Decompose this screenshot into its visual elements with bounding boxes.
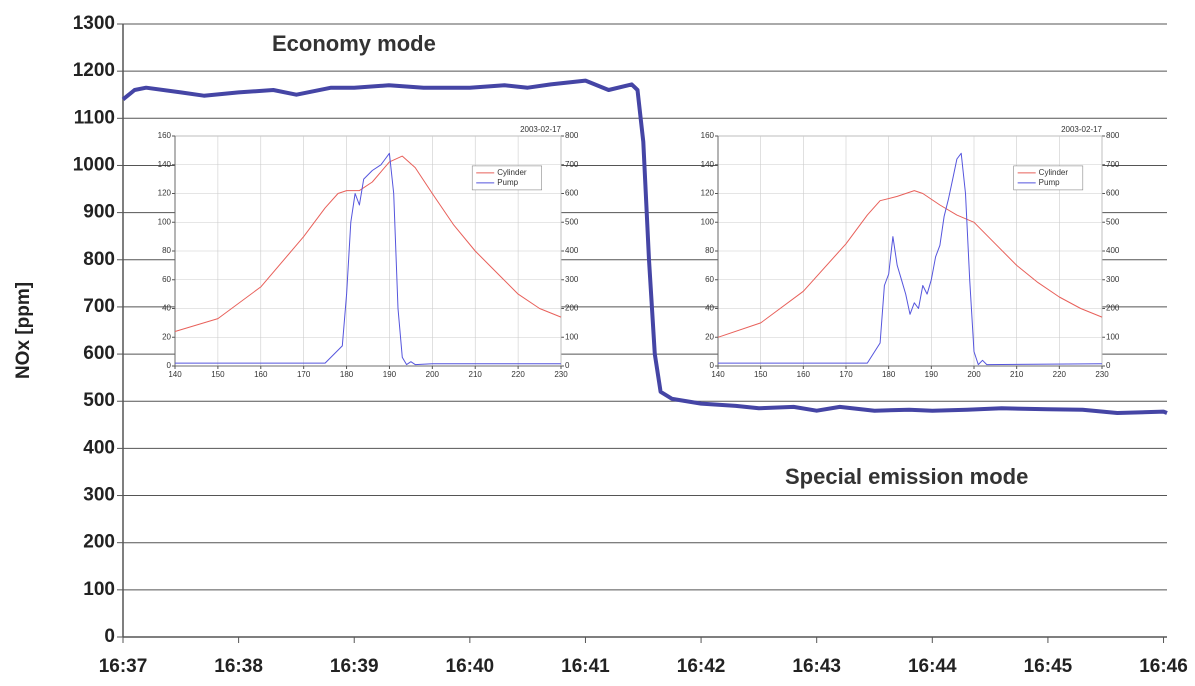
x-tick-label: 170 [297, 370, 311, 379]
x-tick-label: 180 [340, 370, 354, 379]
x-tick-label: 200 [967, 370, 981, 379]
legend-label: Cylinder [1039, 168, 1069, 177]
y2-tick-label: 200 [1106, 304, 1120, 313]
y-tick-label: 140 [701, 160, 715, 169]
x-tick-label: 170 [839, 370, 853, 379]
y2-tick-label: 700 [1106, 160, 1120, 169]
x-tick-label: 150 [754, 370, 768, 379]
y-tick-label: 500 [83, 390, 115, 411]
y2-tick-label: 0 [565, 361, 570, 370]
y2-tick-label: 700 [565, 160, 579, 169]
legend-box [1013, 165, 1084, 191]
y-tick-label: 800 [83, 249, 115, 270]
y-tick-label: 80 [705, 246, 714, 255]
y-tick-label: 700 [83, 296, 115, 317]
x-tick-label: 16:41 [561, 656, 610, 677]
annotation: Special emission mode [785, 464, 1028, 489]
y2-tick-label: 600 [565, 189, 579, 198]
y2-tick-label: 100 [1106, 332, 1120, 341]
y2-tick-label: 400 [1106, 246, 1120, 255]
x-tick-label: 230 [1095, 370, 1109, 379]
x-tick-label: 16:44 [908, 656, 957, 677]
x-tick-label: 200 [426, 370, 440, 379]
y2-tick-label: 500 [1106, 217, 1120, 226]
y-tick-label: 600 [83, 343, 115, 364]
y-tick-label: 20 [705, 332, 714, 341]
legend-label: Cylinder [497, 168, 527, 177]
x-tick-label: 16:39 [330, 656, 379, 677]
x-tick-label: 16:38 [214, 656, 263, 677]
data-line [717, 190, 1103, 338]
y2-tick-label: 400 [565, 246, 579, 255]
y-tick-label: 60 [162, 275, 171, 284]
data-line [718, 152, 1103, 366]
annotation: 2003-02-17 [520, 125, 561, 134]
legend-label: Pump [1039, 178, 1060, 187]
y-tick-label: 120 [701, 189, 715, 198]
legend-box [471, 165, 543, 191]
y2-tick-label: 800 [565, 131, 579, 140]
annotation: 2003-02-17 [1061, 125, 1102, 134]
y2-tick-label: 200 [565, 304, 579, 313]
y-tick-label: 40 [162, 304, 171, 313]
y2-tick-label: 600 [1106, 189, 1120, 198]
y-tick-label: 140 [158, 160, 172, 169]
y-tick-label: 160 [701, 131, 715, 140]
legend-label: Pump [497, 178, 518, 187]
y-tick-label: 400 [83, 437, 115, 458]
y-tick-label: 60 [705, 275, 714, 284]
y-tick-label: 1200 [73, 60, 115, 81]
y-tick-label: 100 [701, 217, 715, 226]
y-axis-label: NOx [ppm] [13, 282, 34, 379]
y-tick-label: 0 [167, 361, 172, 370]
x-tick-label: 220 [511, 370, 525, 379]
x-tick-label: 16:37 [99, 656, 148, 677]
y-tick-label: 100 [83, 579, 115, 600]
y-tick-label: 0 [710, 361, 715, 370]
y-tick-label: 80 [162, 246, 171, 255]
y2-tick-label: 800 [1106, 131, 1120, 140]
x-tick-label: 150 [211, 370, 225, 379]
y-tick-label: 20 [162, 332, 171, 341]
y-tick-label: 1000 [73, 154, 115, 175]
x-tick-label: 220 [1053, 370, 1067, 379]
y-tick-label: 1300 [73, 13, 115, 34]
y2-tick-label: 0 [1106, 361, 1111, 370]
x-tick-label: 16:46 [1139, 656, 1188, 677]
y-tick-label: 0 [104, 626, 115, 647]
x-tick-label: 190 [383, 370, 397, 379]
y-tick-label: 160 [158, 131, 172, 140]
y-tick-label: 900 [83, 202, 115, 223]
x-tick-label: 190 [925, 370, 939, 379]
x-tick-label: 16:43 [792, 656, 841, 677]
x-tick-label: 140 [168, 370, 182, 379]
x-tick-label: 16:42 [677, 656, 726, 677]
x-tick-label: 210 [469, 370, 483, 379]
y-tick-label: 100 [158, 217, 172, 226]
x-tick-label: 16:45 [1024, 656, 1073, 677]
y2-tick-label: 500 [565, 217, 579, 226]
x-tick-label: 160 [797, 370, 811, 379]
y-tick-label: 120 [158, 189, 172, 198]
x-tick-label: 180 [882, 370, 896, 379]
y2-tick-label: 300 [1106, 275, 1120, 284]
y2-tick-label: 300 [565, 275, 579, 284]
y-tick-label: 200 [83, 532, 115, 553]
y-tick-label: 300 [83, 485, 115, 506]
y2-tick-label: 100 [565, 332, 579, 341]
y-tick-label: 40 [705, 304, 714, 313]
x-tick-label: 230 [554, 370, 568, 379]
y-tick-label: 1100 [74, 107, 115, 128]
x-tick-label: 160 [254, 370, 268, 379]
annotation: Economy mode [272, 31, 436, 56]
x-tick-label: 16:40 [446, 656, 495, 677]
data-line [175, 152, 561, 366]
x-tick-label: 140 [711, 370, 725, 379]
data-line [174, 155, 562, 332]
x-tick-label: 210 [1010, 370, 1024, 379]
data-line [121, 78, 1168, 415]
